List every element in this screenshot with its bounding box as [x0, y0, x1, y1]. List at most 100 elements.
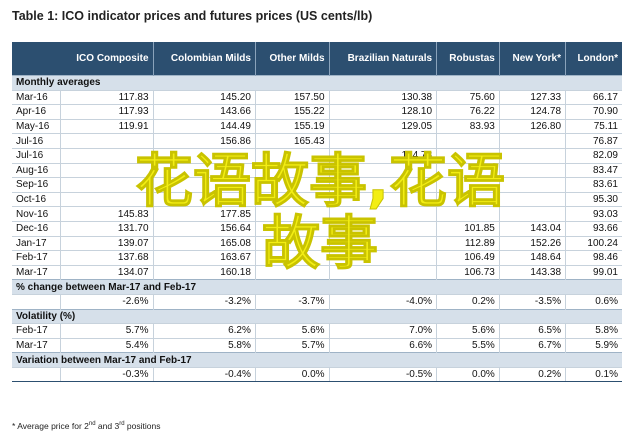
table-cell: [152, 147, 256, 164]
table-cell: 5.4%: [59, 337, 154, 353]
table-cell: -0.5%: [328, 366, 437, 383]
table-cell: 83.61: [565, 177, 622, 193]
row-label: Jul-16: [12, 133, 61, 149]
table-cell: 0.0%: [254, 366, 330, 383]
table-cell: 0.6%: [565, 293, 622, 309]
column-header: ICO Composite: [60, 42, 154, 76]
table-cell: [254, 206, 330, 222]
table-row: Oct-16 95.30: [12, 191, 622, 207]
table-row: Nov-16 145.83 177.85 93.03: [12, 206, 622, 222]
table-cell: [328, 162, 437, 178]
table-cell: 128.10: [328, 104, 437, 120]
table-title: Table 1: ICO indicator prices and future…: [12, 9, 373, 23]
table-cell: 157.50: [254, 89, 330, 105]
table-cell: [436, 177, 500, 193]
column-header: Robustas: [436, 42, 500, 76]
table-row: Mar-16 117.83 145.20 157.50 130.38 75.60 127.3…: [12, 89, 622, 105]
table-row: Feb-17 137.68 163.67 106.49 148.64 98.46: [12, 250, 622, 266]
table-cell: [254, 250, 330, 266]
table-cell: [152, 177, 256, 193]
table-cell: 156.86: [152, 133, 256, 149]
table-row: Apr-16 117.93 143.66 155.22 128.10 76.22 124.7…: [12, 104, 622, 120]
section-header-row: Monthly averages: [12, 75, 622, 91]
column-header: Colombian Milds: [152, 42, 256, 76]
section-header-row: % change between Mar-17 and Feb-17: [12, 279, 622, 295]
table-row: Dec-16 131.70 156.64 101.85 143.04 93.66: [12, 220, 622, 237]
table-cell: 130.38: [328, 89, 437, 105]
table-row: Mar-17 5.4% 5.8% 5.7% 6.6% 5.5% 6.7% 5.9%: [12, 337, 622, 353]
table-cell: 95.30: [565, 191, 622, 207]
column-header: New York*: [498, 42, 566, 76]
table-cell: 6.7%: [498, 337, 566, 353]
table-cell: 93.66: [565, 220, 622, 237]
table-cell: 100.24: [565, 235, 622, 251]
table-cell: [152, 191, 256, 207]
footnote-text: positions: [124, 421, 161, 431]
table-cell: 83.93: [436, 118, 500, 134]
table-cell: [436, 133, 500, 149]
table-cell: [328, 220, 437, 237]
price-table: ICO Composite Colombian Milds Other Milds B…: [12, 42, 622, 383]
table-cell: [254, 264, 330, 280]
table-cell: [254, 220, 330, 237]
row-label: Apr-16: [12, 104, 61, 120]
table-cell: [59, 133, 154, 149]
table-cell: 6.6%: [328, 337, 437, 353]
row-label: Mar-17: [12, 264, 61, 280]
table-cell: 5.6%: [436, 323, 500, 339]
table-row: Feb-17 5.7% 6.2% 5.6% 7.0% 5.6% 6.5% 5.8%: [12, 323, 622, 339]
table-cell: 98.46: [565, 250, 622, 266]
row-label: Mar-17: [12, 337, 61, 353]
table-cell: [498, 133, 566, 149]
table-cell: 75.11: [565, 118, 622, 134]
table-cell: 7.0%: [328, 323, 437, 339]
table-cell: 5.5%: [436, 337, 500, 353]
table-cell: 127.33: [498, 89, 566, 105]
table-cell: -3.2%: [152, 293, 256, 309]
table-cell: [254, 177, 330, 193]
table-cell: [59, 191, 154, 207]
table-cell: 0.2%: [436, 293, 500, 309]
table-cell: 6.5%: [498, 323, 566, 339]
footnote-text: and 3: [95, 421, 120, 431]
section-label: Monthly averages: [12, 75, 622, 91]
table-cell: [254, 191, 330, 207]
table-row: -0.3% -0.4% 0.0% -0.5% 0.0% 0.2% 0.1%: [12, 366, 622, 383]
table-cell: 117.93: [59, 104, 154, 120]
table-cell: [59, 147, 154, 164]
table-cell: 99.01: [565, 264, 622, 280]
table-cell: 144.49: [152, 118, 256, 134]
table-row: Jan-17 139.07 165.08 112.89 152.26 100.24: [12, 235, 622, 251]
column-header: [12, 42, 61, 76]
table-cell: 93.03: [565, 206, 622, 222]
column-header: London*: [565, 42, 622, 76]
table-cell: [328, 264, 437, 280]
row-label: Jul-16: [12, 147, 61, 164]
table-cell: 165.43: [254, 133, 330, 149]
section-header-row: Variation between Mar-17 and Feb-17: [12, 352, 622, 368]
table-cell: 155.22: [254, 104, 330, 120]
table-cell: -3.5%: [498, 293, 566, 309]
table-cell: 101.85: [436, 220, 500, 237]
table-cell: -3.7%: [254, 293, 330, 309]
section-header-row: Volatility (%): [12, 308, 622, 324]
table-cell: [498, 162, 566, 178]
table-row: May-16 119.91 144.49 155.19 129.05 83.93 126.8…: [12, 118, 622, 134]
table-cell: [436, 162, 500, 178]
row-label: [12, 293, 61, 309]
table-cell: 112.89: [436, 235, 500, 251]
table-cell: [328, 206, 437, 222]
table-row: Jul-16 156.86 165.43 76.87: [12, 133, 622, 149]
table-cell: 117.83: [59, 89, 154, 105]
table-cell: 163.67: [152, 250, 256, 266]
footnote: * Average price for 2nd and 3rd position…: [12, 421, 160, 431]
table-cell: [328, 235, 437, 251]
row-label: Feb-17: [12, 250, 61, 266]
table-cell: 143.66: [152, 104, 256, 120]
row-label: Nov-16: [12, 206, 61, 222]
table-cell: -2.6%: [59, 293, 154, 309]
table-cell: 139.07: [59, 235, 154, 251]
row-label: Feb-17: [12, 323, 61, 339]
table-cell: 145.83: [59, 206, 154, 222]
row-label: Dec-16: [12, 220, 61, 237]
